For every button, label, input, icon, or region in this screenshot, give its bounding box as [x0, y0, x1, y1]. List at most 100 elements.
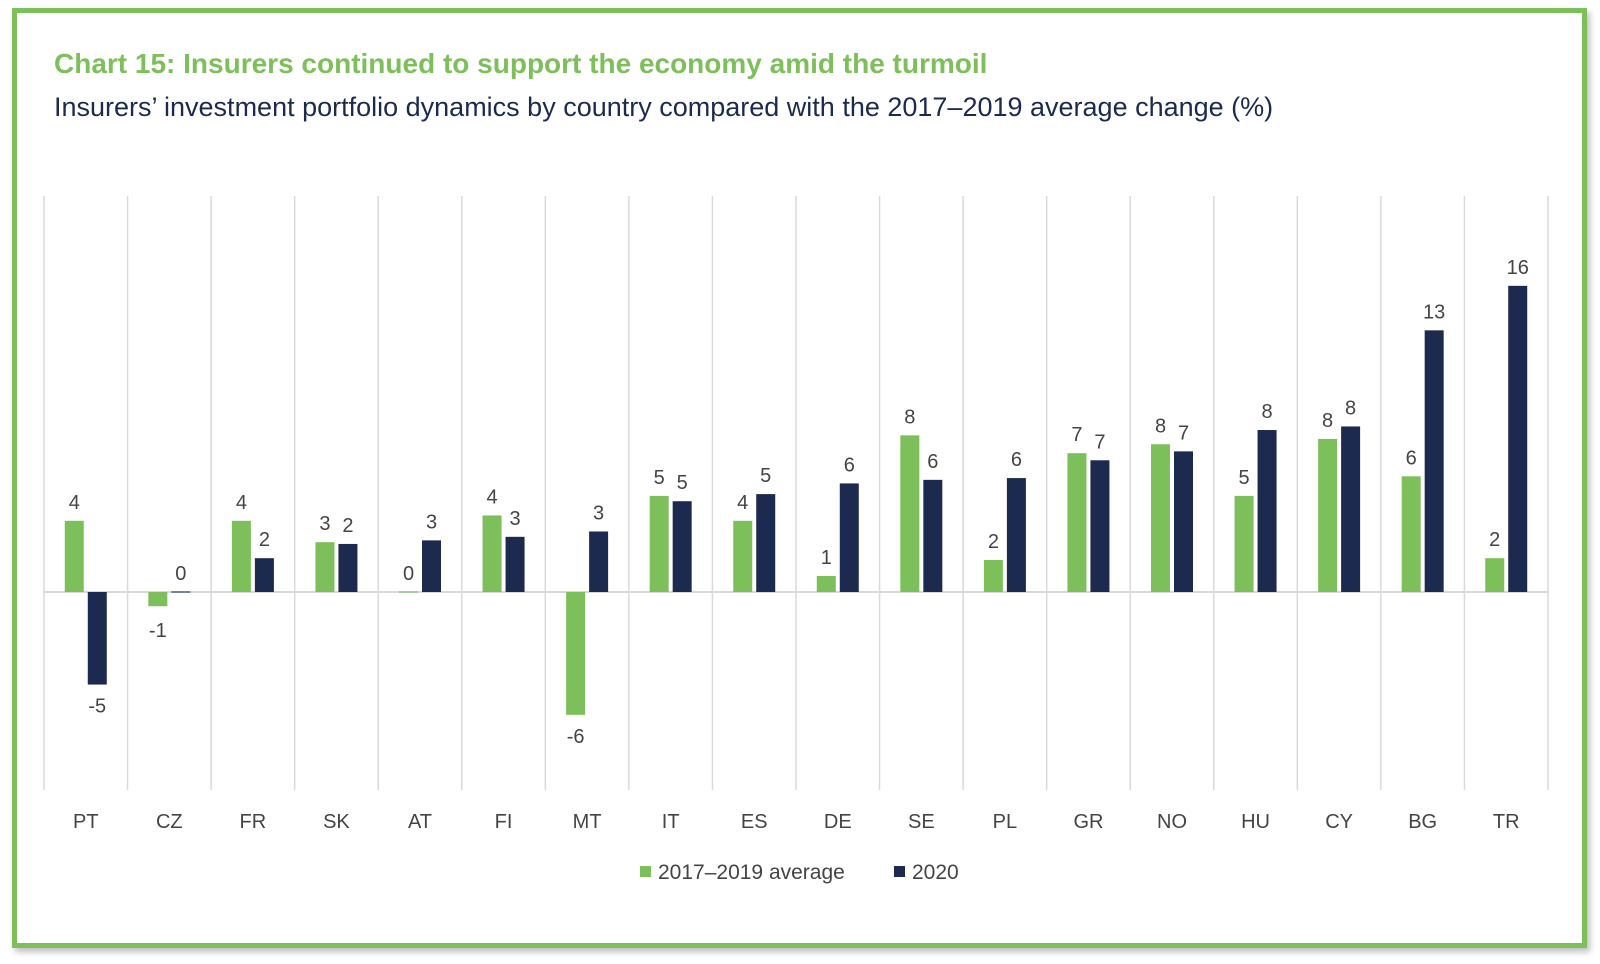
- data-label-avg-cz: -1: [149, 620, 167, 642]
- bar-avg-no: [1151, 444, 1170, 592]
- data-label-2020-cz: 0: [175, 563, 186, 585]
- category-label-tr: TR: [1493, 811, 1520, 833]
- data-label-2020-hu: 8: [1261, 401, 1272, 423]
- chart-subtitle: Insurers’ investment portfolio dynamics …: [54, 92, 1274, 122]
- legend: 2017–2019 average 2020: [640, 861, 959, 884]
- data-label-avg-fr: 4: [236, 492, 247, 514]
- category-label-cz: CZ: [156, 811, 183, 833]
- bar-2020-it: [672, 501, 692, 592]
- bar-avg-de: [816, 575, 836, 592]
- bar-2020-de: [839, 483, 859, 592]
- data-label-avg-cy: 8: [1322, 410, 1333, 432]
- bar-2020-es: [756, 494, 776, 592]
- bar-avg-tr: [1485, 558, 1505, 592]
- data-label-avg-hu: 5: [1238, 467, 1249, 489]
- bar-2020-fr: [254, 558, 274, 592]
- bar-avg-fr: [231, 520, 251, 592]
- bar-2020-tr: [1508, 285, 1528, 592]
- category-label-pl: PL: [993, 811, 1017, 833]
- category-label-hu: HU: [1241, 811, 1270, 833]
- bar-avg-pt: [64, 520, 84, 592]
- bars: [64, 285, 1528, 715]
- category-label-sk: SK: [323, 811, 350, 833]
- bar-avg-cy: [1318, 438, 1338, 592]
- category-ticks: PT CZ FR SK AT FI MT IT ES DE SE PL GR NO HU CY BG TR: [73, 811, 1520, 833]
- data-label-avg-it: 5: [654, 467, 665, 489]
- bar-avg-at: [399, 591, 418, 593]
- data-label-avg-mt: -6: [567, 726, 585, 748]
- data-label-avg-sk: 3: [319, 513, 330, 535]
- category-label-es: ES: [741, 811, 768, 833]
- data-label-avg-no: 8: [1155, 415, 1166, 437]
- category-label-it: IT: [662, 811, 680, 833]
- data-label-avg-pt: 4: [69, 492, 80, 514]
- legend-swatch-1: [894, 866, 905, 877]
- category-label-se: SE: [908, 811, 935, 833]
- grid-lines: [43, 196, 1549, 790]
- bar-2020-mt: [589, 531, 609, 592]
- bar-avg-fi: [482, 515, 502, 592]
- bar-2020-pl: [1006, 478, 1026, 592]
- category-label-at: AT: [408, 811, 432, 833]
- bar-avg-cz: [148, 592, 168, 607]
- data-label-2020-gr: 7: [1094, 431, 1105, 453]
- bar-2020-gr: [1090, 460, 1110, 592]
- data-label-avg-bg: 6: [1406, 447, 1417, 469]
- category-label-gr: GR: [1073, 811, 1103, 833]
- data-label-2020-de: 6: [844, 454, 855, 476]
- data-label-avg-es: 4: [737, 492, 748, 514]
- bar-2020-no: [1174, 451, 1193, 592]
- bar-2020-fi: [505, 536, 525, 592]
- data-label-2020-fr: 2: [259, 529, 270, 551]
- bar-avg-es: [733, 520, 753, 592]
- category-label-pt: PT: [73, 811, 99, 833]
- data-label-2020-tr: 16: [1507, 257, 1529, 279]
- legend-label-0: 2017–2019 average: [658, 861, 845, 884]
- bar-2020-hu: [1257, 430, 1277, 592]
- data-label-2020-cy: 8: [1345, 397, 1356, 419]
- data-label-avg-gr: 7: [1071, 424, 1082, 446]
- bar-2020-at: [422, 540, 441, 592]
- bar-2020-se: [923, 479, 943, 592]
- data-label-2020-pl: 6: [1011, 449, 1022, 471]
- bar-avg-sk: [315, 542, 335, 592]
- data-label-2020-no: 7: [1178, 422, 1189, 444]
- bar-2020-sk: [338, 543, 358, 592]
- category-label-fr: FR: [240, 811, 267, 833]
- legend-swatch-0: [640, 866, 651, 877]
- category-label-cy: CY: [1325, 811, 1353, 833]
- data-label-2020-pt: -5: [88, 696, 106, 718]
- data-label-avg-se: 8: [904, 406, 915, 428]
- chart-title: Chart 15: Insurers continued to support …: [54, 48, 988, 79]
- bar-avg-mt: [566, 592, 586, 715]
- bar-avg-se: [900, 435, 920, 592]
- legend-label-1: 2020: [912, 861, 959, 884]
- data-label-avg-at: 0: [403, 563, 414, 585]
- bar-2020-pt: [87, 592, 107, 685]
- data-label-2020-es: 5: [760, 465, 771, 487]
- bar-avg-pl: [983, 559, 1003, 592]
- bar-avg-bg: [1401, 476, 1421, 592]
- category-label-fi: FI: [495, 811, 513, 833]
- data-label-2020-se: 6: [927, 451, 938, 473]
- data-label-2020-sk: 2: [342, 515, 353, 537]
- bar-2020-cz: [171, 591, 191, 593]
- data-label-avg-pl: 2: [988, 531, 999, 553]
- bar-2020-bg: [1424, 330, 1444, 592]
- data-label-2020-fi: 3: [509, 508, 520, 530]
- bar-avg-gr: [1067, 453, 1087, 592]
- bar-avg-it: [649, 495, 669, 592]
- category-label-no: NO: [1157, 811, 1187, 833]
- category-label-de: DE: [824, 811, 852, 833]
- category-label-bg: BG: [1408, 811, 1437, 833]
- data-label-2020-bg: 13: [1423, 301, 1445, 323]
- data-label-2020-mt: 3: [593, 502, 604, 524]
- data-label-2020-at: 3: [426, 511, 437, 533]
- data-label-2020-it: 5: [677, 472, 688, 494]
- bar-2020-cy: [1341, 426, 1361, 592]
- data-label-avg-tr: 2: [1489, 529, 1500, 551]
- bar-avg-hu: [1234, 495, 1254, 592]
- data-label-avg-fi: 4: [486, 486, 497, 508]
